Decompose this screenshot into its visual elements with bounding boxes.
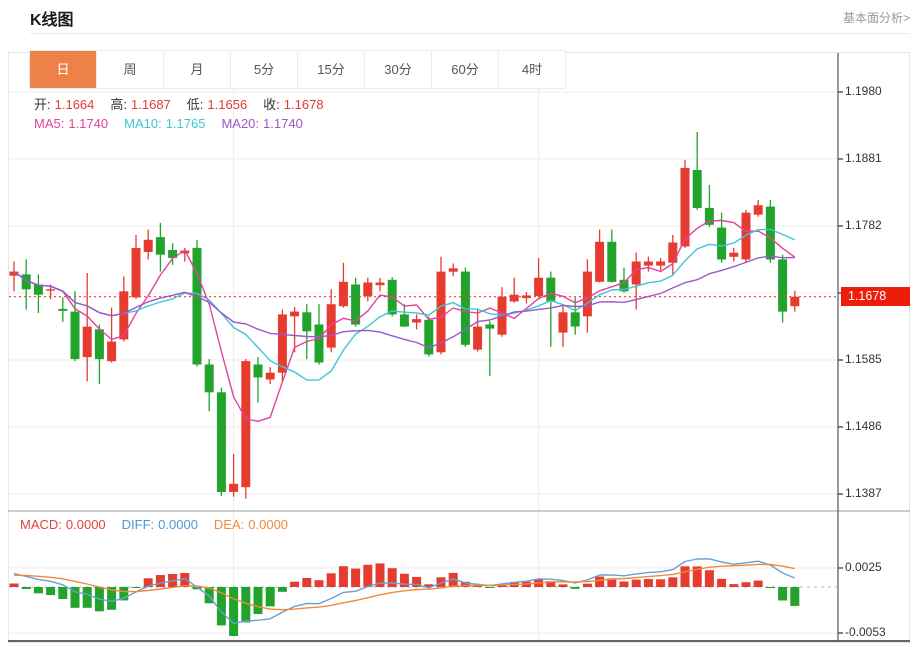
close-value: 1.1678 xyxy=(283,97,324,112)
open-label: 开: xyxy=(34,97,51,112)
page-title: K线图 xyxy=(30,12,74,29)
macd-value: 0.0000 xyxy=(65,517,106,532)
y-axis-tick-label: 1.1387 xyxy=(845,486,882,500)
macd-label: MACD: xyxy=(20,517,62,532)
chart-panel xyxy=(8,52,910,643)
ma20-line xyxy=(13,255,795,349)
y-axis-tick-label: 1.1782 xyxy=(845,218,882,232)
ma10-line xyxy=(13,228,796,381)
dea-label: DEA: xyxy=(213,517,245,532)
y-axis-tick-label: 1.1486 xyxy=(845,419,882,433)
current-price-tag: 1.1678 xyxy=(841,287,910,306)
y-axis-tick-label: -0.0053 xyxy=(845,625,886,639)
high-label: 高: xyxy=(110,97,128,112)
ma10-label: MA10: xyxy=(124,116,162,131)
grid-layer xyxy=(9,88,838,641)
ma20-label: MA20: xyxy=(221,116,260,131)
diff-line xyxy=(13,558,796,625)
period-tab-bar: 日周月 5分 15分 30分 60分 4时 xyxy=(29,50,566,89)
high-value: 1.1687 xyxy=(131,97,171,112)
axis-ticks xyxy=(838,91,843,634)
candlestick-layer xyxy=(9,132,800,499)
ma-legend: MA5: 1.1740 MA10: 1.1765 MA20: 1.1740 xyxy=(34,116,319,131)
tab-5min[interactable]: 5分 xyxy=(231,51,298,88)
macd-histogram-layer xyxy=(9,563,800,636)
open-value: 1.1664 xyxy=(54,97,95,112)
close-label: 收: xyxy=(263,97,280,112)
y-axis-tick-label: 0.0025 xyxy=(845,560,882,574)
header-divider xyxy=(30,33,910,34)
ma5-label: MA5: xyxy=(34,116,65,131)
y-axis-tick-label: 1.1881 xyxy=(845,151,882,165)
tab-60min[interactable]: 60分 xyxy=(432,51,499,88)
tab-day[interactable]: 日 xyxy=(30,51,97,88)
kline-chart-svg[interactable] xyxy=(8,52,910,643)
dea-line xyxy=(13,563,795,611)
low-label: 低: xyxy=(186,97,204,112)
y-axis-tick-label: 1.1585 xyxy=(845,352,882,366)
dea-value: 0.0000 xyxy=(248,517,289,532)
tab-30min[interactable]: 30分 xyxy=(365,51,432,88)
fundamental-analysis-link[interactable]: 基本面分析> xyxy=(842,11,910,25)
macd-legend: MACD: 0.0000 DIFF: 0.0000 DEA: 0.0000 xyxy=(20,517,304,532)
diff-value: 0.0000 xyxy=(158,517,198,532)
tab-4hour[interactable]: 4时 xyxy=(499,51,566,88)
diff-label: DIFF: xyxy=(121,517,155,532)
low-value: 1.1656 xyxy=(207,97,248,112)
tab-week[interactable]: 周 xyxy=(97,51,164,88)
ma5-line xyxy=(13,219,796,422)
ohlc-legend: 开: 1.1664 高: 1.1687 低: 1.1656 收: 1.1678 xyxy=(34,94,340,113)
tab-month[interactable]: 月 xyxy=(164,51,231,88)
ma5-value: 1.1740 xyxy=(68,116,109,131)
tab-15min[interactable]: 15分 xyxy=(298,51,365,88)
ma20-value: 1.1740 xyxy=(263,116,303,131)
ma10-value: 1.1765 xyxy=(165,116,206,131)
y-axis-tick-label: 1.1980 xyxy=(845,84,882,98)
